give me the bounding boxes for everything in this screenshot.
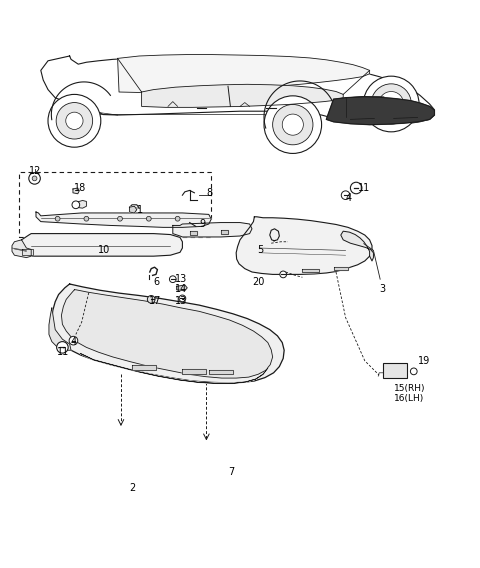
Circle shape xyxy=(56,103,93,139)
Text: 9: 9 xyxy=(199,219,205,229)
Circle shape xyxy=(84,216,89,221)
Text: 4: 4 xyxy=(71,337,77,346)
Polygon shape xyxy=(177,285,187,291)
Circle shape xyxy=(282,114,303,135)
Polygon shape xyxy=(52,284,284,383)
Polygon shape xyxy=(12,240,31,258)
Polygon shape xyxy=(236,217,372,274)
Text: 16(LH): 16(LH) xyxy=(394,394,424,403)
Polygon shape xyxy=(81,354,268,383)
Text: 13: 13 xyxy=(175,274,188,284)
Polygon shape xyxy=(41,56,434,124)
Text: 2: 2 xyxy=(130,483,136,493)
Polygon shape xyxy=(73,188,79,194)
Circle shape xyxy=(273,105,313,145)
Polygon shape xyxy=(341,231,373,261)
Text: 18: 18 xyxy=(74,183,87,193)
Circle shape xyxy=(363,76,419,132)
Polygon shape xyxy=(22,233,182,256)
Circle shape xyxy=(57,341,68,353)
Circle shape xyxy=(341,191,350,199)
Text: 20: 20 xyxy=(252,277,264,287)
Circle shape xyxy=(371,84,411,124)
Polygon shape xyxy=(302,269,319,272)
Text: 17: 17 xyxy=(149,296,161,306)
Circle shape xyxy=(66,112,83,130)
Circle shape xyxy=(32,176,37,181)
Circle shape xyxy=(72,201,80,208)
Polygon shape xyxy=(334,267,348,270)
Text: 8: 8 xyxy=(206,188,213,198)
Circle shape xyxy=(264,96,322,153)
Circle shape xyxy=(146,216,151,221)
Text: 10: 10 xyxy=(98,245,111,256)
Polygon shape xyxy=(49,308,71,350)
Polygon shape xyxy=(36,212,211,227)
Text: 19: 19 xyxy=(418,356,430,366)
Bar xyxy=(383,363,407,378)
Polygon shape xyxy=(209,370,233,374)
Circle shape xyxy=(350,182,362,194)
Polygon shape xyxy=(22,249,33,255)
Text: 12: 12 xyxy=(29,166,41,176)
Text: 1: 1 xyxy=(137,204,143,215)
Text: 11: 11 xyxy=(358,183,370,193)
Polygon shape xyxy=(61,290,273,378)
Circle shape xyxy=(379,91,404,116)
Polygon shape xyxy=(182,369,206,374)
Text: 6: 6 xyxy=(154,277,160,287)
Polygon shape xyxy=(326,97,434,124)
Polygon shape xyxy=(132,365,156,370)
Circle shape xyxy=(280,271,287,278)
Circle shape xyxy=(55,216,60,221)
Circle shape xyxy=(69,336,78,345)
Circle shape xyxy=(169,276,176,282)
Circle shape xyxy=(175,216,180,221)
Circle shape xyxy=(118,216,122,221)
Text: 14: 14 xyxy=(175,284,188,294)
Polygon shape xyxy=(130,206,137,213)
Circle shape xyxy=(179,295,186,302)
Circle shape xyxy=(29,173,40,184)
Circle shape xyxy=(48,94,101,147)
Polygon shape xyxy=(76,201,86,208)
Circle shape xyxy=(147,295,155,303)
Polygon shape xyxy=(221,230,228,233)
Bar xyxy=(19,172,211,237)
Text: 3: 3 xyxy=(379,284,385,294)
Text: 7: 7 xyxy=(228,467,234,477)
Text: 5: 5 xyxy=(257,245,263,256)
Polygon shape xyxy=(190,231,197,235)
Polygon shape xyxy=(142,84,343,107)
Circle shape xyxy=(410,368,417,375)
Text: 11: 11 xyxy=(57,347,69,357)
Circle shape xyxy=(386,99,396,109)
Text: 13: 13 xyxy=(175,296,188,306)
Text: 15(RH): 15(RH) xyxy=(394,384,425,393)
Polygon shape xyxy=(173,223,252,237)
Polygon shape xyxy=(118,55,370,93)
Text: 4: 4 xyxy=(346,193,352,203)
